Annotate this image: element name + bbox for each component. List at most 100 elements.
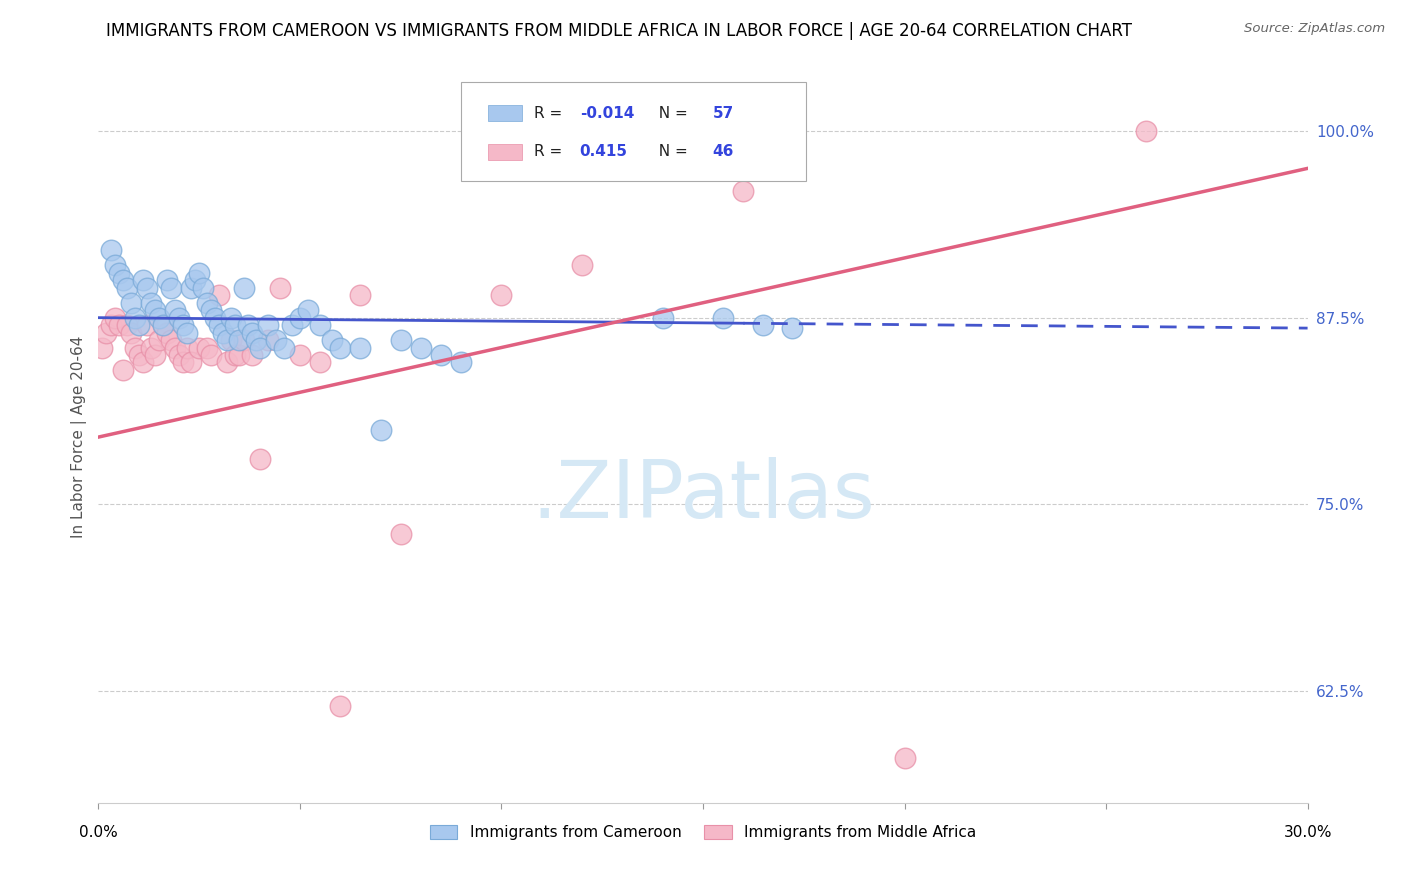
Point <box>752 318 775 332</box>
Text: 30.0%: 30.0% <box>1284 825 1331 840</box>
Point <box>491 288 513 302</box>
Point <box>111 273 134 287</box>
Point <box>91 341 114 355</box>
Point <box>288 348 311 362</box>
Point <box>349 288 371 302</box>
Point <box>224 318 246 332</box>
Point <box>249 452 271 467</box>
Point <box>135 318 157 332</box>
Point <box>256 333 278 347</box>
Bar <box>488 144 522 160</box>
Point <box>156 273 179 287</box>
Point <box>204 310 226 325</box>
Point <box>124 341 146 355</box>
Point <box>221 333 243 347</box>
Point <box>264 333 287 347</box>
Point <box>208 318 231 332</box>
Point <box>240 326 263 340</box>
Point <box>297 303 319 318</box>
Text: -0.014: -0.014 <box>579 105 634 120</box>
Point <box>132 273 155 287</box>
Point <box>107 266 129 280</box>
Point <box>195 341 218 355</box>
Point <box>139 341 162 355</box>
Point <box>733 184 755 198</box>
Point <box>430 348 453 362</box>
Text: N =: N = <box>648 145 692 160</box>
Legend: Immigrants from Cameroon, Immigrants from Middle Africa: Immigrants from Cameroon, Immigrants fro… <box>423 819 983 847</box>
Y-axis label: In Labor Force | Age 20-64: In Labor Force | Age 20-64 <box>72 336 87 538</box>
Text: 57: 57 <box>713 105 734 120</box>
Point <box>163 303 186 318</box>
Point <box>143 303 166 318</box>
Point <box>349 341 371 355</box>
Point <box>200 348 222 362</box>
Text: R =: R = <box>534 105 567 120</box>
Point <box>132 355 155 369</box>
Point <box>217 355 239 369</box>
Point <box>128 348 150 362</box>
Text: .ZIPatlas: .ZIPatlas <box>531 457 875 534</box>
Point <box>156 326 179 340</box>
Point <box>711 310 734 325</box>
Point <box>180 355 202 369</box>
Point <box>236 318 259 332</box>
Point <box>96 326 118 340</box>
Point <box>111 363 134 377</box>
Point <box>389 527 412 541</box>
FancyBboxPatch shape <box>461 82 806 181</box>
Point <box>893 751 915 765</box>
Point <box>152 318 174 332</box>
Point <box>128 318 150 332</box>
Point <box>188 341 211 355</box>
Point <box>288 310 311 325</box>
Text: 0.415: 0.415 <box>579 145 627 160</box>
Point <box>224 348 246 362</box>
Point <box>120 326 142 340</box>
Point <box>188 266 211 280</box>
Point <box>321 333 343 347</box>
Point <box>208 288 231 302</box>
Point <box>160 333 183 347</box>
Point <box>193 281 215 295</box>
Point <box>143 348 166 362</box>
Point <box>135 281 157 295</box>
Point <box>232 281 254 295</box>
Point <box>228 348 250 362</box>
Point <box>172 318 194 332</box>
Point <box>200 303 222 318</box>
Text: 0.0%: 0.0% <box>79 825 118 840</box>
Point <box>176 341 198 355</box>
Point <box>232 333 254 347</box>
Point <box>152 318 174 332</box>
Point <box>228 333 250 347</box>
Point <box>450 355 472 369</box>
Point <box>256 318 278 332</box>
Point <box>103 310 125 325</box>
Point <box>309 355 332 369</box>
Text: Source: ZipAtlas.com: Source: ZipAtlas.com <box>1244 22 1385 36</box>
Point <box>1135 124 1157 138</box>
Point <box>281 318 304 332</box>
Point <box>172 355 194 369</box>
Point <box>100 244 122 258</box>
Point <box>195 295 218 310</box>
Point <box>329 341 352 355</box>
Point <box>212 326 235 340</box>
Point <box>148 333 170 347</box>
Text: IMMIGRANTS FROM CAMEROON VS IMMIGRANTS FROM MIDDLE AFRICA IN LABOR FORCE | AGE 2: IMMIGRANTS FROM CAMEROON VS IMMIGRANTS F… <box>105 22 1132 40</box>
Point <box>329 698 352 713</box>
Point <box>160 281 183 295</box>
Point <box>184 273 207 287</box>
Bar <box>488 105 522 121</box>
Point <box>249 341 271 355</box>
Point <box>120 295 142 310</box>
Text: N =: N = <box>648 105 692 120</box>
Point <box>309 318 332 332</box>
Point <box>240 348 263 362</box>
Point <box>273 341 295 355</box>
Point <box>780 321 803 335</box>
Point <box>370 423 392 437</box>
Point <box>409 341 432 355</box>
Point <box>221 310 243 325</box>
